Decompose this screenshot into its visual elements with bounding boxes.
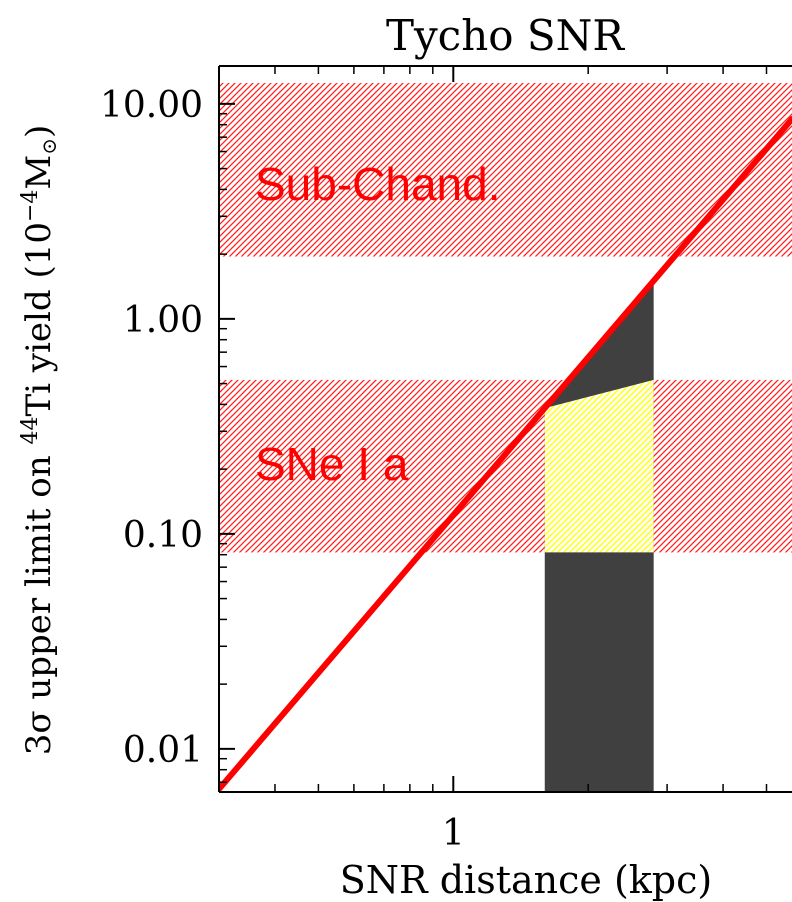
band-labels: Sub-Chand. SNe I a xyxy=(255,158,501,490)
upper-limit-line xyxy=(219,116,792,792)
x-axis-label: SNR distance (kpc) xyxy=(340,858,713,902)
y-axis-label-unit-sub: ⊙ xyxy=(37,138,61,155)
chart-title: Tycho SNR xyxy=(386,11,625,60)
overlap-region xyxy=(544,379,654,553)
axes-frame xyxy=(218,65,792,793)
y-axis-label: 3σ upper limit on 44Ti yield (10−4M⊙) xyxy=(18,125,61,756)
x-tick-label: 1 xyxy=(442,813,465,854)
y-axis-label-isotope-name: Ti yield (10 xyxy=(19,222,59,417)
y-axis-label-exponent: −4 xyxy=(18,190,43,222)
y-tick-label: 0.10 xyxy=(123,515,203,556)
band-label-2: SNe I a xyxy=(255,438,409,490)
y-axis-label-prefix: 3σ upper limit on xyxy=(19,445,59,756)
y-axis-label-unit: M xyxy=(19,155,59,190)
y-axis-label-suffix: ) xyxy=(19,125,59,138)
axis-ticks xyxy=(219,66,768,792)
y-tick-label: 1.00 xyxy=(123,300,203,341)
y-tick-label: 10.00 xyxy=(100,85,203,126)
y-axis-label-isotope-mass: 44 xyxy=(18,417,43,445)
y-tick-label: 0.01 xyxy=(123,730,203,771)
y-tick-labels: 0.01 0.10 1.00 10.00 xyxy=(100,85,203,771)
plot-area xyxy=(219,83,792,792)
band-label-1: Sub-Chand. xyxy=(255,158,501,210)
hatched-band-2 xyxy=(219,379,792,553)
x-tick-labels: 1 xyxy=(442,813,465,854)
